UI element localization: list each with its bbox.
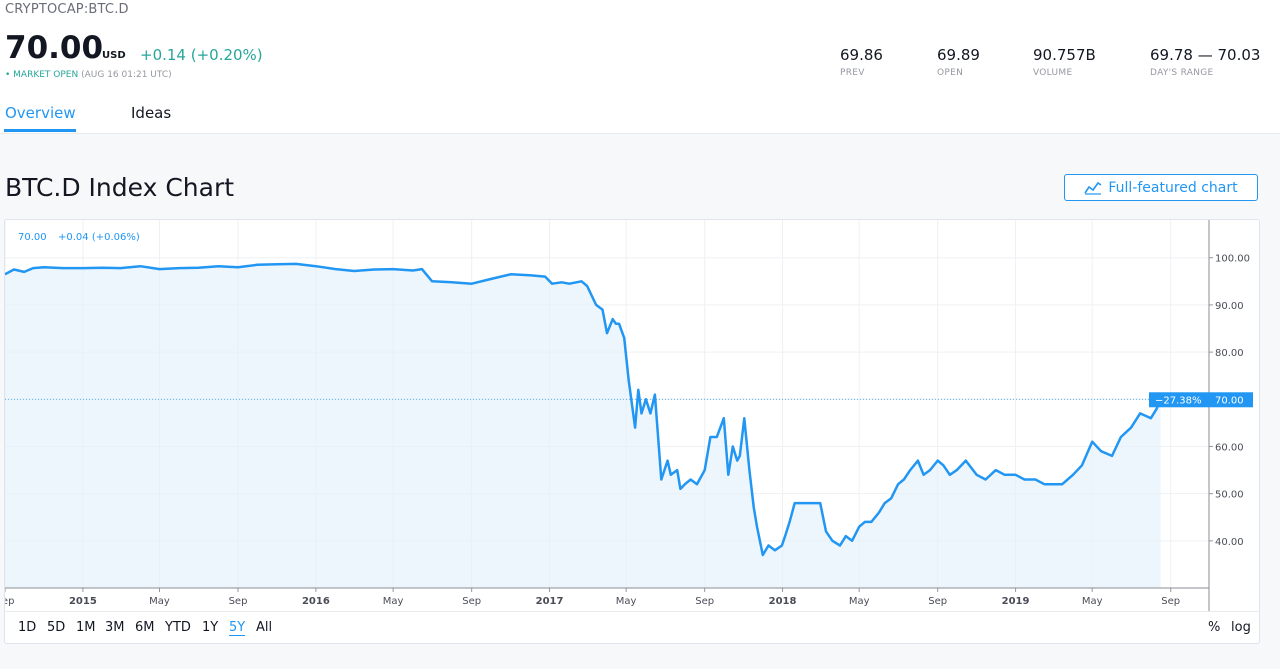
range-button-all[interactable]: All	[256, 620, 273, 635]
full-featured-chart-button[interactable]: Full-featured chart	[1064, 174, 1258, 201]
currency-label: USD	[102, 50, 126, 61]
x-tick-label: May	[149, 596, 170, 607]
x-tick-label: Sep	[462, 596, 481, 607]
range-button-1d[interactable]: 1D	[18, 620, 37, 635]
y-tick-label: 50.00	[1215, 490, 1244, 501]
stat-volume: 90.757B VOLUME	[1033, 46, 1096, 78]
x-tick-label: 2015	[69, 596, 97, 607]
stat-value: 69.86	[840, 46, 883, 64]
price-value: 70.00	[5, 30, 104, 66]
y-tick-label: 80.00	[1215, 348, 1244, 359]
chart-line-icon	[1084, 181, 1102, 195]
tab-overview[interactable]: Overview	[5, 104, 76, 122]
full-featured-chart-label: Full-featured chart	[1108, 179, 1238, 196]
series-area	[5, 263, 1161, 588]
symbol-label: CRYPTOCAP:BTC.D	[5, 2, 129, 17]
x-tick-label: Sep	[1161, 596, 1180, 607]
range-button-1m[interactable]: 1M	[76, 620, 96, 635]
stat-value: 69.89	[937, 46, 980, 64]
x-tick-label: 2016	[302, 596, 330, 607]
legend-change: +0.04 (+0.06%)	[58, 232, 140, 243]
x-tick-label: May	[1082, 596, 1103, 607]
x-tick-label: 2018	[769, 596, 797, 607]
chart-toolbar: 1D 5D 1M 3M 6M YTD 1Y 5Y All % log	[5, 611, 1259, 643]
x-tick-label: May	[849, 596, 870, 607]
chart-title: BTC.D Index Chart	[5, 173, 235, 202]
market-time: (AUG 16 01:21 UTC)	[81, 70, 172, 80]
price-tag-value: 70.00	[1215, 395, 1244, 406]
log-scale-toggle[interactable]: log	[1231, 620, 1251, 635]
stat-value: 90.757B	[1033, 46, 1096, 64]
stat-days-range: 69.78 — 70.03 DAY'S RANGE	[1150, 46, 1260, 78]
y-tick-label: 100.00	[1215, 254, 1250, 265]
y-tick-label: 60.00	[1215, 442, 1244, 453]
last-price-tag: −27.38% 70.00	[1149, 392, 1253, 408]
range-button-3m[interactable]: 3M	[105, 620, 125, 635]
range-button-1y[interactable]: 1Y	[202, 620, 219, 635]
range-button-5y[interactable]: 5Y	[229, 620, 246, 636]
price-axis: 40.00 50.00 60.00 70.00 80.00 90.00 100.00	[1208, 220, 1250, 612]
x-tick-label: Sep	[695, 596, 714, 607]
price-tag-percent: −27.38%	[1155, 395, 1202, 406]
legend-value: 70.00	[18, 232, 47, 243]
x-tick-label: 2019	[1002, 596, 1030, 607]
stat-label: VOLUME	[1033, 68, 1073, 78]
market-status: • MARKET OPEN (AUG 16 01:21 UTC)	[5, 70, 172, 80]
range-button-5d[interactable]: 5D	[47, 620, 66, 635]
stat-label: DAY'S RANGE	[1150, 68, 1214, 78]
stat-open: 69.89 OPEN	[937, 46, 980, 78]
x-tick-label: Sep	[5, 596, 14, 607]
series-line	[5, 262, 1162, 557]
y-tick-label: 40.00	[1215, 537, 1244, 548]
chart-canvas[interactable]: 40.00 50.00 60.00 70.00 80.00 90.00 100.00 Sep…	[5, 220, 1259, 612]
chart-panel[interactable]: 40.00 50.00 60.00 70.00 80.00 90.00 100.00 Sep…	[4, 219, 1260, 644]
market-open-label: • MARKET OPEN	[5, 70, 79, 80]
tab-ideas[interactable]: Ideas	[131, 104, 172, 122]
stat-label: OPEN	[937, 68, 964, 78]
x-tick-label: Sep	[928, 596, 947, 607]
stat-value: 69.78 — 70.03	[1150, 46, 1261, 64]
x-tick-label: Sep	[229, 596, 248, 607]
stat-prev: 69.86 PREV	[840, 46, 883, 78]
stat-label: PREV	[840, 68, 865, 78]
active-tab-indicator	[4, 129, 76, 132]
percent-scale-toggle[interactable]: %	[1208, 620, 1221, 635]
y-tick-label: 90.00	[1215, 301, 1244, 312]
time-axis: Sep 2015 May Sep 2016 May Sep 2017 May Sep 2018 May…	[5, 587, 1209, 607]
x-tick-label: May	[383, 596, 404, 607]
range-button-6m[interactable]: 6M	[135, 620, 155, 635]
x-tick-label: 2017	[536, 596, 564, 607]
range-button-ytd[interactable]: YTD	[165, 620, 191, 635]
price-change: +0.14 (+0.20%)	[140, 46, 263, 64]
x-tick-label: May	[616, 596, 637, 607]
quote-header: CRYPTOCAP:BTC.D 70.00 USD +0.14 (+0.20%)…	[0, 0, 1280, 134]
